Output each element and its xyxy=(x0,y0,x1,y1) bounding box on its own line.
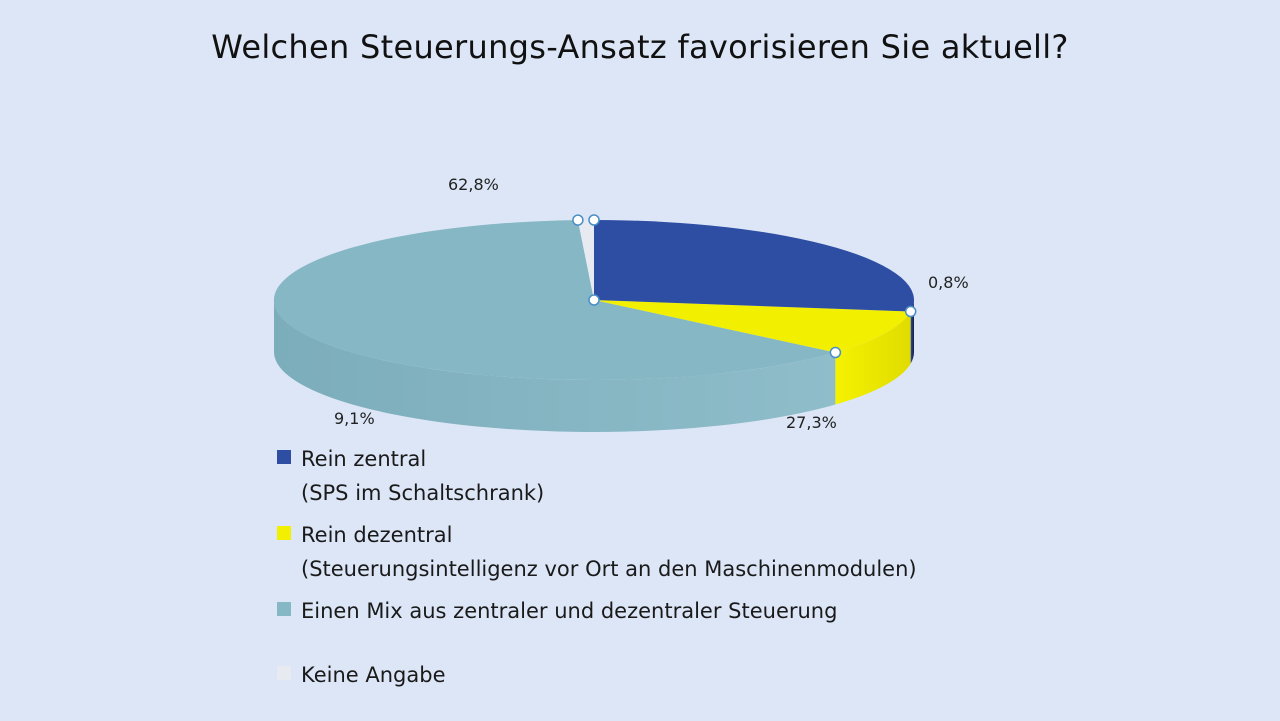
legend-swatch-mix xyxy=(277,602,291,616)
chart-title: Welchen Steuerungs-Ansatz favorisieren S… xyxy=(211,28,1069,66)
boundary-marker xyxy=(829,346,842,359)
boundary-marker xyxy=(588,214,600,226)
pie-slice-keine-angabe xyxy=(577,220,594,300)
legend-swatch-dezentral xyxy=(277,526,291,540)
data-label-keine-angabe: 0,8% xyxy=(928,273,969,292)
data-label-dezentral: 9,1% xyxy=(334,409,375,428)
pie-slice-mix xyxy=(273,220,836,380)
boundary-marker xyxy=(588,294,600,306)
legend-label-keine-angabe: Keine Angabe xyxy=(301,663,446,687)
legend-item-keine-angabe: Keine Angabe xyxy=(277,658,1177,692)
pie-slice-side-dezentral xyxy=(835,311,911,405)
data-label-zentral: 27,3% xyxy=(786,413,837,432)
legend-swatch-zentral xyxy=(277,450,291,464)
data-label-mix: 62,8% xyxy=(448,175,499,194)
legend-item-mix: Einen Mix aus zentraler und dezentraler … xyxy=(277,594,1177,628)
pie-slice-zentral xyxy=(594,220,915,312)
boundary-marker xyxy=(572,214,584,226)
legend-label-dezentral: Rein dezentral xyxy=(301,523,453,547)
legend-sublabel-dezentral: (Steuerungsintelligenz vor Ort an den Ma… xyxy=(301,557,917,581)
legend-sublabel-zentral: (SPS im Schaltschrank) xyxy=(301,481,545,505)
legend-item-zentral: Rein zentral (SPS im Schaltschrank) xyxy=(277,442,1177,510)
legend-item-dezentral: Rein dezentral (Steuerungsintelligenz vo… xyxy=(277,518,1177,586)
pie-slice-side-mix xyxy=(274,300,836,432)
legend-label-zentral: Rein zentral xyxy=(301,447,427,471)
chart-legend: Rein zentral (SPS im Schaltschrank) Rein… xyxy=(277,442,1177,700)
legend-swatch-keine-angabe xyxy=(277,666,291,680)
boundary-marker xyxy=(904,305,917,318)
pie-slice-dezentral xyxy=(594,300,911,353)
legend-label-mix: Einen Mix aus zentraler und dezentraler … xyxy=(301,599,838,623)
slice-boundary-markers xyxy=(572,214,917,359)
